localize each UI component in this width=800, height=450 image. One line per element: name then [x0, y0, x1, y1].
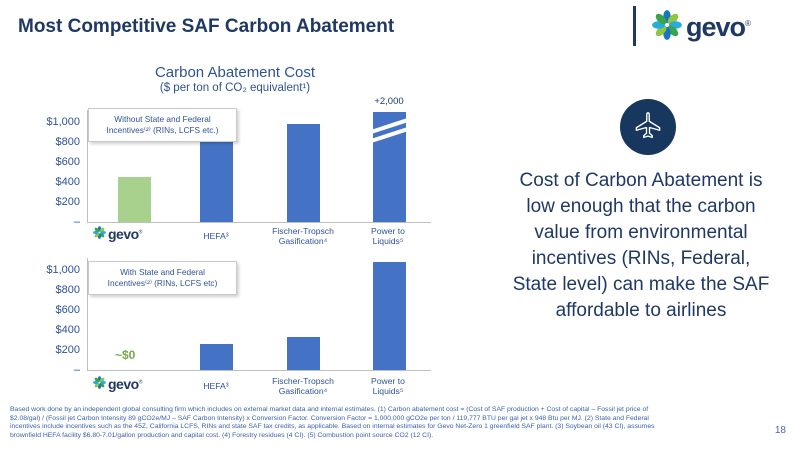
y-tick: $600 [55, 156, 80, 168]
chart-subtitle: ($ per ton of CO₂ equivalent¹) [159, 82, 311, 94]
chart1-y-axis: $1,000 $800 $600 $400 $200 – [0, 112, 80, 232]
gevo-logo: gevo® [652, 10, 751, 45]
chart2-x-axis: gevo® HEFA³ Fischer-Tropsch Gasification… [87, 376, 430, 406]
chart2-annotation-box: With State and Federal Incentives⁽²⁾ (RI… [88, 261, 237, 295]
footnotes: Based work done by an independent global… [10, 406, 790, 441]
gevo-wordmark: gevo® [686, 12, 751, 42]
chart-title: Carbon Abatement Cost [154, 64, 316, 81]
chart2-bar-power-to-liquids [373, 262, 406, 370]
y-tick: $600 [55, 304, 80, 316]
gevo-category-logo: gevo® [93, 226, 142, 241]
footnote-line: incentives include incentives such as th… [10, 423, 655, 431]
gevo-category-logo: gevo® [93, 376, 142, 391]
chart1-bar-gevo [118, 177, 151, 222]
category-label-power-to-liquids: Power to Liquids⁵ [371, 376, 405, 396]
category-label-fischer-tropsch: Fischer-Tropsch Gasification⁴ [272, 226, 334, 246]
chart1-bar-hefa [200, 141, 233, 222]
chart-header: Carbon Abatement Cost ($ per ton of CO₂ … [60, 64, 410, 94]
chart2-bar-fischer-tropsch [287, 337, 320, 370]
page-title: Most Competitive SAF Carbon Abatement [18, 16, 395, 37]
gevo-flower-icon [93, 376, 106, 391]
category-label-fischer-tropsch: Fischer-Tropsch Gasification⁴ [272, 376, 334, 396]
chart2-gevo-zero-label: ~$0 [115, 348, 136, 362]
y-tick: $400 [55, 324, 80, 336]
gevo-flower-icon [652, 10, 682, 45]
footnote-line: brownfield HEFA facility $6.80-7.01/gall… [10, 432, 434, 440]
brand-divider [633, 6, 636, 46]
y-tick: $800 [55, 284, 80, 296]
y-tick: $800 [55, 136, 80, 148]
chart1-bar-fischer-tropsch [287, 124, 320, 222]
footnote-line: $2.08/gal) / (Fossil jet Carbon Intensit… [10, 414, 649, 422]
category-label-hefa: HEFA³ [203, 231, 229, 241]
category-label-hefa: HEFA³ [203, 381, 229, 391]
y-tick: $200 [55, 196, 80, 208]
chart2-plot-area [87, 258, 431, 371]
chart2-bar-hefa [200, 344, 233, 370]
airplane-icon [633, 110, 663, 145]
footnote-line: Based work done by an independent global… [10, 406, 649, 413]
y-tick: $400 [55, 176, 80, 188]
chart1-plot-area: +2,000 [87, 96, 431, 223]
chart1-annotation-box: Without State and Federal Incentives⁽²⁾ … [88, 108, 237, 142]
page-number: 18 [774, 425, 786, 436]
chart2-y-axis: $1,000 $800 $600 $400 $200 – [0, 260, 80, 380]
y-tick: – [73, 364, 80, 376]
chart1-bar-power-to-liquids [368, 112, 411, 222]
chart1-x-axis: gevo® HEFA³ Fischer-Tropsch Gasification… [87, 226, 430, 256]
key-message: Cost of Carbon Abatement is low enough t… [512, 170, 770, 321]
y-tick: $1,000 [46, 116, 80, 128]
y-tick: $1,000 [46, 264, 80, 276]
registered-mark: ® [745, 19, 751, 28]
airplane-badge [620, 99, 676, 155]
y-tick: $200 [55, 344, 80, 356]
y-tick: – [73, 216, 80, 228]
chart1-ptl-value-label: +2,000 [374, 96, 404, 107]
gevo-flower-icon [93, 226, 106, 241]
category-label-power-to-liquids: Power to Liquids⁵ [371, 226, 405, 246]
